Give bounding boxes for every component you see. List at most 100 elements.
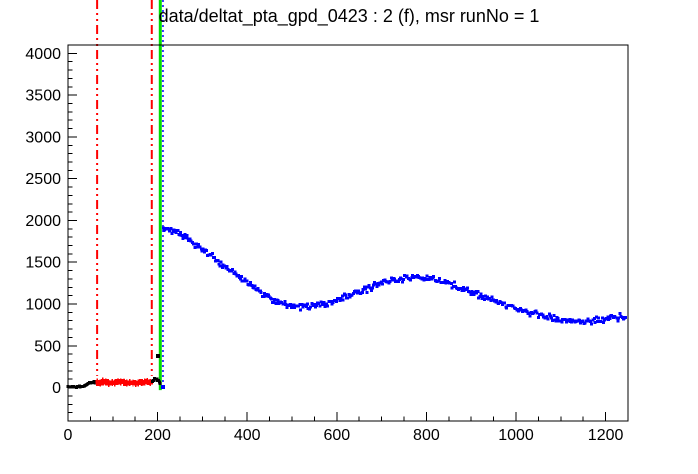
background-window-red-point — [113, 381, 118, 386]
decay-asymmetry-blue-point — [528, 314, 532, 318]
plot-layer: 0 200 400 600 800 1000 1200 0 500 1000 1500 2000 250… — [25, 0, 629, 444]
decay-asymmetry-blue-point — [430, 277, 434, 281]
decay-asymmetry-blue-point — [292, 303, 296, 307]
decay-asymmetry-blue-point — [546, 317, 550, 321]
decay-asymmetry-blue-point — [570, 320, 574, 324]
decay-asymmetry-blue-point — [468, 290, 472, 294]
decay-asymmetry-blue-point — [298, 303, 302, 307]
plot-title: data/deltat_pta_gpd_0423 : 2 (f), msr ru… — [159, 6, 540, 27]
decay-asymmetry-blue-point — [306, 302, 310, 306]
decay-asymmetry-blue-point — [600, 316, 604, 320]
decay-asymmetry-blue-point — [484, 294, 488, 298]
decay-asymmetry-blue-point — [301, 305, 305, 309]
decay-asymmetry-blue-point — [236, 274, 240, 278]
decay-asymmetry-blue-point — [462, 286, 465, 290]
y-tick-label: 1000 — [25, 297, 61, 314]
decay-asymmetry-blue-point — [211, 252, 214, 256]
y-tick-label: 1500 — [25, 255, 61, 272]
decay-asymmetry-blue-point — [375, 284, 379, 288]
decay-asymmetry-blue-point — [347, 293, 351, 297]
decay-asymmetry-blue-point — [486, 295, 490, 299]
decay-asymmetry-blue-point — [442, 280, 446, 284]
decay-asymmetry-blue-point — [452, 280, 456, 284]
decay-asymmetry-blue-point — [195, 242, 198, 246]
decay-asymmetry-blue-point — [514, 307, 518, 311]
decay-asymmetry-blue-point — [322, 300, 326, 304]
decay-asymmetry-blue-point — [189, 239, 193, 243]
decay-asymmetry-blue-point — [478, 295, 482, 299]
decay-asymmetry-blue-point — [405, 274, 409, 278]
decay-asymmetry-blue-point — [585, 319, 589, 323]
decay-asymmetry-blue-point — [205, 254, 209, 257]
decay-asymmetry-blue-point — [370, 286, 374, 290]
decay-asymmetry-blue-point — [589, 320, 593, 324]
decay-asymmetry-blue-point — [503, 301, 507, 305]
decay-asymmetry-blue-point — [511, 304, 515, 308]
decay-asymmetry-blue-point — [328, 300, 332, 304]
decay-asymmetry-blue-point — [274, 301, 278, 305]
decay-asymmetry-blue-point — [554, 319, 558, 323]
decay-asymmetry-blue-point — [170, 231, 174, 235]
decay-asymmetry-blue-point — [173, 229, 177, 233]
decay-asymmetry-blue-point — [338, 299, 342, 303]
decay-asymmetry-blue-point — [270, 297, 274, 301]
decay-asymmetry-blue-point — [593, 316, 596, 320]
decay-asymmetry-blue-point — [535, 311, 539, 315]
decay-asymmetry-blue-point — [466, 286, 469, 290]
decay-asymmetry-blue-point — [449, 281, 453, 285]
decay-asymmetry-blue-point — [233, 270, 237, 274]
decay-asymmetry-blue-point — [586, 317, 590, 321]
decay-asymmetry-blue-point — [322, 302, 325, 306]
y-tick-label: 500 — [34, 338, 61, 355]
decay-asymmetry-blue-point — [209, 253, 213, 257]
decay-asymmetry-blue-point — [537, 315, 541, 319]
x-tick-label: 200 — [144, 427, 171, 444]
y-tick-label: 2000 — [25, 213, 61, 230]
decay-asymmetry-blue-point — [352, 292, 355, 296]
decay-asymmetry-blue-point — [232, 272, 236, 276]
decay-asymmetry-blue-point — [540, 312, 543, 316]
x-tick-label: 0 — [64, 427, 73, 444]
decay-asymmetry-blue-point — [479, 292, 483, 296]
decay-asymmetry-blue-point — [201, 247, 205, 251]
decay-asymmetry-blue-point — [192, 242, 196, 246]
y-tick-label: 3500 — [25, 88, 61, 105]
decay-asymmetry-blue-point — [234, 272, 238, 276]
decay-asymmetry-blue-point — [545, 314, 549, 318]
decay-asymmetry-blue-point — [337, 296, 341, 300]
decay-asymmetry-blue-point — [285, 306, 289, 309]
decay-asymmetry-blue-point — [443, 278, 447, 282]
decay-asymmetry-blue-point — [399, 277, 403, 281]
decay-asymmetry-blue-point — [401, 280, 405, 284]
decay-asymmetry-blue-point — [221, 263, 225, 267]
decay-asymmetry-blue-point — [489, 298, 493, 302]
decay-asymmetry-blue-point — [319, 300, 323, 304]
decay-asymmetry-blue-point — [552, 313, 556, 317]
decay-asymmetry-blue-point — [393, 277, 396, 281]
stray-point-black — [156, 354, 160, 358]
decay-asymmetry-blue-point — [176, 229, 180, 233]
decay-asymmetry-blue-point — [590, 322, 594, 326]
decay-asymmetry-blue-point — [424, 277, 428, 281]
decay-asymmetry-blue-point — [263, 292, 266, 296]
decay-asymmetry-blue-point — [300, 303, 304, 307]
decay-asymmetry-blue-point — [258, 289, 262, 293]
decay-asymmetry-blue-point — [199, 247, 203, 251]
decay-asymmetry-blue-point — [495, 299, 498, 303]
x-tick-label: 400 — [234, 427, 261, 444]
decay-asymmetry-blue-point — [310, 301, 314, 305]
decay-asymmetry-blue-point — [608, 316, 612, 320]
decay-asymmetry-blue-point — [343, 293, 347, 297]
decay-asymmetry-blue-point — [243, 277, 247, 281]
decay-asymmetry-blue-point — [289, 302, 292, 306]
decay-asymmetry-blue-point — [242, 279, 246, 283]
decay-asymmetry-blue-point — [471, 290, 475, 294]
decay-asymmetry-blue-point — [595, 315, 599, 319]
decay-asymmetry-blue-point — [604, 317, 608, 321]
decay-asymmetry-blue-point — [372, 283, 375, 287]
pre-t0-black-point — [158, 380, 161, 384]
decay-asymmetry-blue-point — [437, 277, 441, 281]
decay-asymmetry-blue-point — [245, 279, 249, 283]
decay-asymmetry-blue-point — [620, 315, 624, 319]
